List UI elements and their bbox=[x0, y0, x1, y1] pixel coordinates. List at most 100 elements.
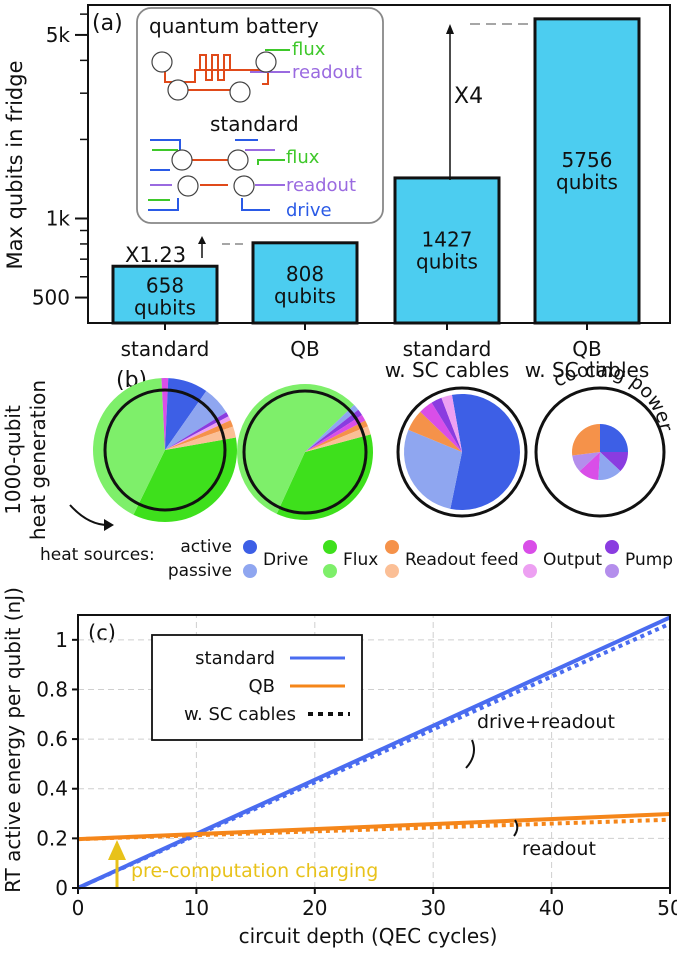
pie-slice-0-6 bbox=[165, 416, 231, 450]
qubit-icon bbox=[177, 175, 199, 197]
panel-a-frame bbox=[87, 4, 671, 324]
pie-slice-1-4 bbox=[305, 414, 366, 452]
panel-c: (c) RT active energy per qubit (nJ) circ… bbox=[1, 587, 677, 948]
legend-label-0: Drive bbox=[263, 550, 308, 570]
category-label-1: QB bbox=[290, 337, 319, 361]
category-sub-label-3: w. SC cables bbox=[525, 358, 649, 382]
ytick-label-0: 0 bbox=[55, 876, 68, 900]
xtick-label-1: 10 bbox=[184, 896, 209, 920]
pie-slice-1-2 bbox=[305, 404, 359, 452]
panel-a-label: (a) bbox=[92, 11, 123, 36]
readout-label: readout bbox=[522, 838, 596, 860]
panel-c-ylabel: RT active energy per qubit (nJ) bbox=[1, 587, 25, 893]
x4-arrowhead bbox=[446, 24, 454, 34]
qubit-icon bbox=[233, 175, 255, 197]
pie-slice-0-3 bbox=[165, 378, 207, 450]
panel-c-frame bbox=[77, 614, 671, 889]
readout-bracket bbox=[513, 819, 519, 837]
pie-slice-2-1 bbox=[404, 429, 462, 509]
pie-slice-2-4 bbox=[431, 397, 462, 452]
bar-value-2: 1427 bbox=[422, 227, 473, 251]
pie-slice-1-1 bbox=[237, 384, 355, 514]
pie-slice-0-7 bbox=[165, 420, 234, 450]
pie-slice-2-2 bbox=[408, 411, 462, 452]
panel-a-ylabel: Max qubits in fridge bbox=[3, 60, 27, 269]
legend-qb-label: QB bbox=[248, 676, 275, 697]
pie-slice-0-1 bbox=[92, 378, 165, 515]
bar-value-3: 5756 bbox=[562, 148, 613, 172]
std-drive-wire bbox=[148, 198, 179, 211]
panel-c-xlabel: circuit depth (QEC cycles) bbox=[239, 924, 498, 948]
charging-arrowhead bbox=[108, 840, 126, 860]
pie-slice-0-0 bbox=[133, 437, 238, 523]
category-label-3: QB bbox=[572, 337, 601, 361]
pie-slice-0-2 bbox=[161, 378, 169, 450]
legend-dot-active-1 bbox=[323, 540, 337, 554]
pie-charts bbox=[92, 378, 666, 523]
pie-slice-1-6 bbox=[305, 426, 371, 452]
heat-arrowhead bbox=[104, 519, 114, 531]
bar-1 bbox=[251, 241, 359, 325]
legend-dot-active-0 bbox=[243, 540, 257, 554]
qubit-icon bbox=[151, 51, 173, 73]
ytick-label-0: 500 bbox=[32, 286, 70, 310]
ytick-label-2: 5k bbox=[46, 23, 71, 47]
pie-slice-1-0 bbox=[276, 434, 373, 520]
legend-dot-active-2 bbox=[385, 540, 399, 554]
inset-drive-std: drive bbox=[286, 200, 332, 221]
xtick-label-4: 40 bbox=[539, 896, 564, 920]
pie-slice-2-3 bbox=[420, 402, 462, 452]
pie-slice-0-5 bbox=[165, 412, 229, 450]
bar-unit-2: qubits bbox=[416, 249, 478, 273]
bar-unit-1: qubits bbox=[274, 284, 336, 308]
xtick-label-5: 50 bbox=[657, 896, 677, 920]
bar-value-0: 658 bbox=[146, 274, 184, 298]
cooling-ring-1 bbox=[242, 389, 368, 515]
qb-wire bbox=[164, 69, 269, 85]
panel-b: (b) 1000-qubit heat generation cooling p… bbox=[1, 359, 677, 581]
category-label-0: standard bbox=[121, 337, 210, 361]
bar-2 bbox=[393, 176, 501, 325]
legend-dot-passive-2 bbox=[385, 564, 399, 578]
panel-b-ylabel-1: 1000-qubit bbox=[1, 405, 25, 515]
inset-title-qb: quantum battery bbox=[149, 14, 319, 38]
std-drive-wire bbox=[241, 198, 270, 211]
panel-c-label: (c) bbox=[88, 621, 116, 645]
ytick-label-1: 0.2 bbox=[36, 826, 68, 850]
legend-items: Drive Flux Readout feed Output Pump bbox=[243, 540, 673, 578]
heat-arrow bbox=[69, 504, 109, 526]
pie-slice-2-5 bbox=[441, 394, 462, 452]
inset-flux-std: flux bbox=[286, 147, 320, 168]
pie-slice-1-3 bbox=[305, 409, 363, 452]
inset-readout-std: readout bbox=[286, 175, 356, 196]
pie-slice-0-8 bbox=[165, 426, 236, 450]
xtick-label-3: 30 bbox=[420, 896, 445, 920]
pie-slice-3-1 bbox=[600, 452, 628, 472]
panel-c-ticks: 0 10 20 30 40 50 0 0.2 0.4 0.6 0.8 1 bbox=[36, 628, 677, 920]
category-label-2: standard bbox=[403, 337, 492, 361]
ytick-label-2: 0.4 bbox=[36, 777, 68, 801]
inset-title-standard: standard bbox=[210, 112, 299, 136]
drive-readout-bracket bbox=[465, 739, 475, 769]
qb-meander-icon bbox=[199, 54, 231, 81]
ytick-label-3: 0.6 bbox=[36, 727, 68, 751]
pie-slice-3-3 bbox=[579, 452, 600, 480]
series-line-0 bbox=[77, 615, 671, 890]
x123-arrowhead bbox=[198, 236, 206, 244]
pie-slice-3-0 bbox=[600, 424, 628, 452]
qubit-icon bbox=[255, 51, 277, 73]
panel-a-yaxis: 500 1k 5k bbox=[32, 13, 88, 310]
qubit-icon bbox=[171, 149, 193, 171]
inset-frame bbox=[136, 7, 384, 224]
panel-c-grid bbox=[78, 615, 670, 888]
pie-slice-3-2 bbox=[598, 452, 621, 481]
legend-label-4: Pump bbox=[625, 550, 673, 570]
bar-value-1: 808 bbox=[286, 262, 324, 286]
x4-label: X4 bbox=[454, 84, 483, 109]
qubit-icon bbox=[229, 81, 251, 103]
legend-dot-passive-1 bbox=[323, 564, 337, 578]
panel-b-ylabel-2: heat generation bbox=[26, 380, 50, 540]
heat-legend: heat sources: active passive Drive Flux Re… bbox=[40, 537, 673, 581]
